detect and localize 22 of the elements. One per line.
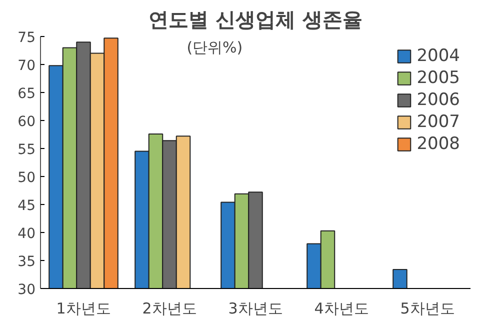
y-tick-label: 65 (18, 86, 36, 102)
y-tick-label: 30 (18, 282, 36, 298)
y-tick-label: 70 (18, 58, 36, 74)
y-tick-label: 75 (18, 30, 36, 46)
y-tick-label: 55 (18, 142, 36, 158)
x-tick-label: 5차년도 (400, 300, 455, 318)
y-tick-label: 45 (18, 198, 36, 214)
legend-label: 2005 (416, 68, 460, 88)
x-tick-label: 1차년도 (56, 300, 111, 318)
x-tick-label: 3차년도 (228, 300, 283, 318)
y-tick-label: 35 (18, 254, 36, 270)
legend-label: 2007 (416, 112, 460, 132)
annotation: (단위%) (186, 38, 243, 56)
legend-label: 2004 (416, 46, 460, 66)
y-tick-label: 50 (18, 170, 36, 186)
chart-title: 연도별 신생업체 생존율 (148, 8, 362, 32)
y-tick-label: 60 (18, 114, 36, 130)
legend-label: 2006 (416, 90, 460, 110)
legend-label: 2008 (416, 134, 460, 154)
x-tick-label: 2차년도 (142, 300, 197, 318)
y-tick-label: 40 (18, 226, 36, 242)
x-tick-label: 4차년도 (314, 300, 369, 318)
